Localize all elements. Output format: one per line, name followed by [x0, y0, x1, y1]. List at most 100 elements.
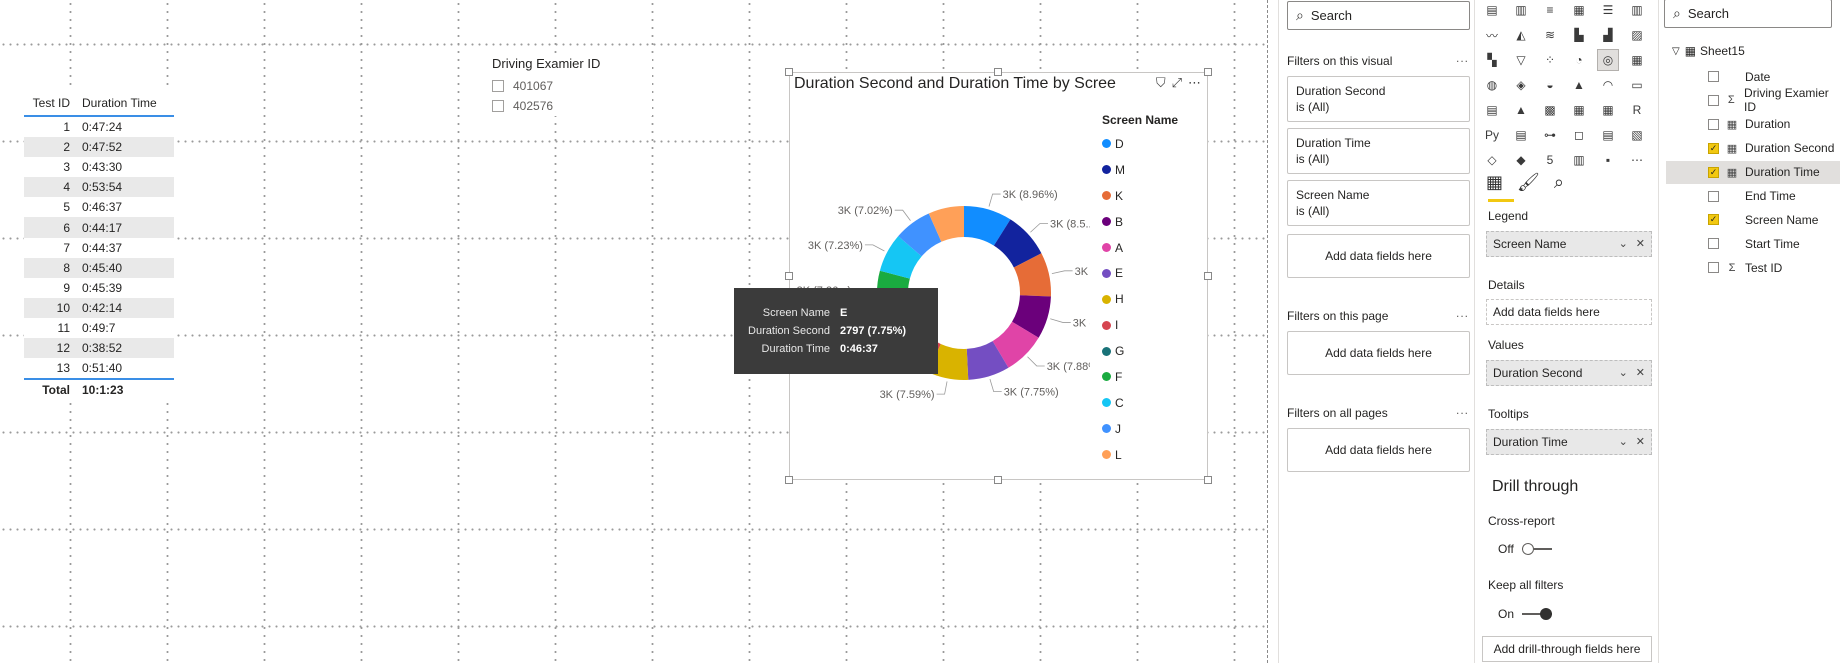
- analytics-tab-icon[interactable]: ⌕: [1553, 172, 1564, 192]
- add-drill-through-field[interactable]: Add drill-through fields here: [1482, 636, 1652, 662]
- stacked-area-icon[interactable]: ≋: [1544, 28, 1556, 42]
- filter-card-duration-second[interactable]: Duration Second is (All): [1287, 76, 1470, 122]
- 100-bar-icon[interactable]: ☰: [1602, 3, 1614, 17]
- 100-column-icon[interactable]: ▥: [1631, 3, 1643, 17]
- keep-filters-toggle[interactable]: On: [1498, 607, 1553, 621]
- stacked-column-icon[interactable]: ▥: [1515, 3, 1527, 17]
- table-row[interactable]: 10 0:42:14: [24, 297, 174, 318]
- qa-icon[interactable]: ◻: [1574, 128, 1584, 142]
- field-item[interactable]: Date: [1666, 65, 1840, 88]
- field-checkbox[interactable]: [1708, 190, 1719, 202]
- field-checkbox[interactable]: [1708, 94, 1719, 106]
- area-chart-icon[interactable]: ◭: [1516, 28, 1526, 42]
- legend-item[interactable]: F: [1102, 364, 1178, 390]
- table-header-duration-time[interactable]: Duration Time: [82, 96, 157, 110]
- focus-mode-icon[interactable]: ⤢: [1171, 75, 1182, 90]
- azure-map-icon[interactable]: ▲: [1573, 78, 1585, 92]
- slicer-icon[interactable]: ▩: [1544, 103, 1556, 117]
- power-automate-icon[interactable]: ◆: [1516, 153, 1526, 167]
- slicer-checkbox[interactable]: [492, 100, 504, 112]
- table-row[interactable]: 9 0:45:39: [24, 278, 174, 298]
- card-icon[interactable]: ▭: [1631, 78, 1643, 92]
- chevron-down-icon[interactable]: ▽: [1672, 45, 1680, 57]
- toggle-switch[interactable]: [1521, 543, 1552, 555]
- legend-item[interactable]: K: [1102, 183, 1178, 209]
- donut-slice-k[interactable]: [1013, 253, 1051, 297]
- details-well[interactable]: Add data fields here: [1486, 299, 1652, 325]
- filters-search-input[interactable]: ⌕ Search: [1287, 1, 1470, 30]
- field-checkbox[interactable]: [1708, 71, 1719, 82]
- table-visual[interactable]: Test ID Duration Time 1 0:47:24 2 0:47:52 3 0…: [24, 91, 174, 401]
- resize-handle[interactable]: [785, 476, 793, 484]
- map-icon[interactable]: ◍: [1486, 78, 1498, 92]
- clustered-column-icon[interactable]: ▦: [1573, 3, 1585, 17]
- legend-item[interactable]: H: [1102, 286, 1178, 312]
- resize-handle[interactable]: [994, 68, 1002, 76]
- scatter-icon[interactable]: ⁘: [1544, 53, 1556, 67]
- table-row[interactable]: 12 0:38:52: [24, 338, 174, 359]
- shape-map-icon[interactable]: ◒: [1546, 78, 1554, 92]
- donut-slice-d[interactable]: [964, 206, 1011, 246]
- pie-chart-icon[interactable]: ◔: [1575, 53, 1583, 67]
- table-header-test-id[interactable]: Test ID: [32, 96, 70, 110]
- funnel-icon[interactable]: ▽: [1516, 53, 1526, 67]
- more-options-icon[interactable]: ⋯: [1188, 75, 1201, 90]
- donut-slice-m[interactable]: [993, 219, 1042, 268]
- kpi-icon[interactable]: ▲: [1515, 103, 1527, 117]
- legend-item[interactable]: M: [1102, 157, 1178, 183]
- toggle-switch[interactable]: [1522, 608, 1553, 620]
- more-options-icon[interactable]: ...: [1455, 306, 1469, 320]
- clustered-bar-icon[interactable]: ≡: [1546, 3, 1554, 17]
- ribbon-chart-icon[interactable]: ▨: [1631, 28, 1643, 42]
- donut-slice-e[interactable]: [966, 341, 1009, 380]
- key-influencers-icon[interactable]: ▤: [1515, 128, 1527, 142]
- add-visual-filter-field[interactable]: Add data fields here: [1287, 234, 1470, 278]
- legend-item[interactable]: I: [1102, 312, 1178, 338]
- field-checkbox[interactable]: [1708, 118, 1719, 130]
- table-node[interactable]: ▽ ▦ Sheet15: [1672, 44, 1745, 58]
- legend-well[interactable]: Screen Name ⌄ ✕: [1486, 231, 1652, 257]
- power-apps-icon[interactable]: ◇: [1487, 153, 1497, 167]
- waterfall-icon[interactable]: ▚: [1487, 53, 1497, 67]
- legend-item[interactable]: C: [1102, 390, 1178, 416]
- donut-slice-a[interactable]: [992, 321, 1039, 368]
- field-item[interactable]: End Time: [1666, 185, 1840, 208]
- legend-item[interactable]: G: [1102, 338, 1178, 364]
- field-item[interactable]: ▦ Duration: [1666, 113, 1840, 136]
- legend-item[interactable]: A: [1102, 235, 1178, 261]
- close-icon[interactable]: ✕: [1635, 238, 1645, 250]
- resize-handle[interactable]: [785, 68, 793, 76]
- fields-tab-icon[interactable]: ▦: [1486, 172, 1504, 192]
- close-icon[interactable]: ✕: [1635, 367, 1645, 379]
- more-visuals-icon[interactable]: ⋯: [1631, 153, 1643, 167]
- legend-item[interactable]: B: [1102, 209, 1178, 235]
- gauge-icon[interactable]: ◠: [1602, 78, 1614, 92]
- custom-visual-2-icon[interactable]: ▪: [1605, 153, 1611, 167]
- field-item[interactable]: ✓ ▦ Duration Second: [1666, 137, 1840, 160]
- field-item[interactable]: ✓ ▦ Duration Time: [1666, 160, 1840, 184]
- format-tab-icon[interactable]: 🖌: [1517, 172, 1540, 192]
- report-canvas[interactable]: Test ID Duration Time 1 0:47:24 2 0:47:52 3 0…: [0, 0, 1268, 663]
- table-row[interactable]: 1 0:47:24: [24, 117, 174, 137]
- field-checkbox[interactable]: ✓: [1708, 166, 1719, 178]
- field-checkbox[interactable]: ✓: [1708, 142, 1719, 154]
- paginated-report-icon[interactable]: ▧: [1631, 128, 1643, 142]
- donut-slice-c[interactable]: [879, 236, 922, 279]
- chevron-down-icon[interactable]: ⌄: [1618, 367, 1628, 379]
- driving-examiner-slicer[interactable]: Driving Examier ID 401067 402576: [492, 56, 652, 116]
- table-row[interactable]: 2 0:47:52: [24, 137, 174, 158]
- multirow-card-icon[interactable]: ▤: [1486, 103, 1498, 117]
- add-page-filter-field[interactable]: Add data fields here: [1287, 331, 1470, 375]
- field-checkbox[interactable]: [1708, 262, 1719, 274]
- slicer-checkbox[interactable]: [492, 80, 504, 92]
- table-row[interactable]: 11 0:49:7: [24, 318, 174, 338]
- resize-handle[interactable]: [994, 476, 1002, 484]
- table-row[interactable]: 8 0:45:40: [24, 257, 174, 278]
- table-row[interactable]: 13 0:51:40: [24, 358, 174, 378]
- matrix-icon[interactable]: ▦: [1602, 103, 1614, 117]
- field-item[interactable]: Start Time: [1666, 232, 1840, 255]
- field-item[interactable]: Σ Driving Examier ID: [1666, 86, 1840, 114]
- line-column-icon[interactable]: ▙: [1574, 28, 1584, 42]
- cross-report-toggle[interactable]: Off: [1498, 542, 1552, 556]
- legend-item[interactable]: L: [1102, 442, 1178, 468]
